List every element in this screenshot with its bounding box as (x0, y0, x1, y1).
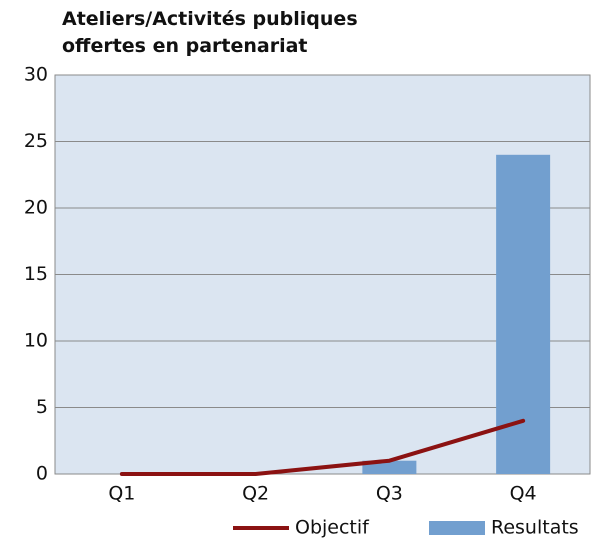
y-tick-label: 30 (24, 64, 48, 86)
x-tick-label: Q4 (510, 483, 537, 505)
y-tick-label: 15 (24, 263, 48, 285)
y-tick-label: 10 (24, 330, 48, 352)
y-tick-label: 25 (24, 130, 48, 152)
chart-title: Ateliers/Activités publiques offertes en… (62, 8, 358, 57)
x-tick-label: Q3 (376, 483, 403, 505)
x-tick-label: Q2 (242, 483, 269, 505)
line (119, 418, 526, 476)
y-tick-label: 0 (36, 463, 48, 485)
x-tick-label: Q1 (108, 483, 135, 505)
legend-swatch (429, 521, 485, 535)
legend-label: Resultats (491, 517, 579, 539)
y-tick-label: 5 (36, 396, 48, 418)
y-tick-label: 20 (24, 197, 48, 219)
legend-label: Objectif (295, 517, 370, 539)
